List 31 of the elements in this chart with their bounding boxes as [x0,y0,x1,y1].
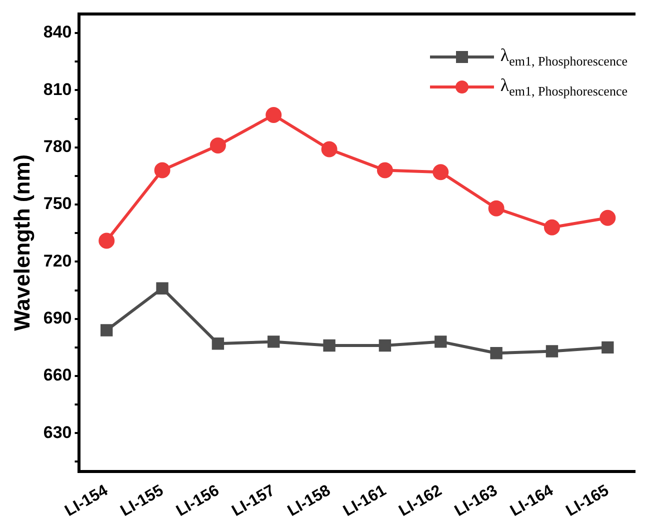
point [434,336,447,348]
point [488,200,504,216]
point [432,164,449,180]
y-tick-label: 720 [43,251,72,270]
y-tick-label: 630 [43,422,72,442]
point [323,339,336,352]
legend-label: λ$_{em1, Phosphorescence}$ [500,44,628,70]
point [268,336,280,348]
y-tick-label: 690 [43,308,72,328]
point [321,141,338,158]
point [266,106,282,123]
legend-label: λ$_{em1, Phosphorescence}$ [500,74,628,100]
point [546,345,558,358]
y-tick-label: 750 [43,194,72,214]
point [602,341,614,354]
point [98,232,115,249]
point [210,137,226,154]
point [490,347,502,360]
point [378,339,392,352]
y-axis-title: Wavelength (nm) [9,154,34,331]
y-tick-label: 810 [43,80,72,99]
point [154,162,170,178]
point [544,219,560,236]
point [100,324,113,336]
y-tick-label: 780 [43,137,72,156]
point [600,210,616,226]
y-tick-label: 840 [43,22,72,42]
y-tick-label: 660 [43,366,72,385]
point [212,338,224,350]
point [376,162,393,178]
point [156,282,168,294]
